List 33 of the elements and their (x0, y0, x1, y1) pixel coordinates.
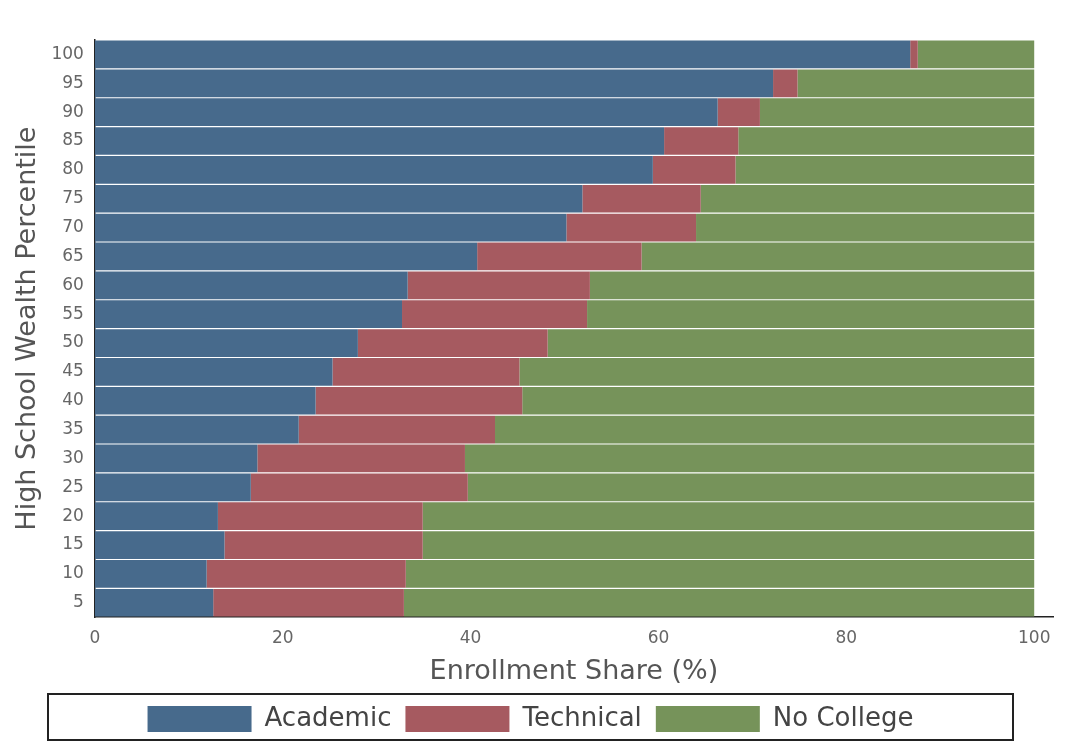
y-tick-label: 40 (62, 389, 84, 410)
y-tick-label: 30 (62, 446, 84, 467)
x-tick-label: 100 (1017, 626, 1051, 647)
y-tick-label: 90 (62, 100, 84, 121)
y-tick-label: 25 (62, 475, 84, 496)
y-tick-label: 80 (62, 158, 84, 179)
y-tick-label: 65 (62, 244, 84, 265)
x-tick-label: 40 (459, 626, 482, 647)
bar (773, 69, 798, 98)
y-tick-label: 70 (62, 216, 84, 237)
x-tick-label: 80 (835, 626, 858, 647)
y-tick-label: 95 (62, 71, 84, 92)
x-tick-label: 20 (271, 626, 294, 647)
y-tick-label: 10 (62, 562, 84, 583)
y-tick-label: 35 (62, 418, 84, 439)
legend-label: Technical (521, 701, 642, 732)
y-tick-label: 55 (62, 302, 84, 323)
legend-label: Academic (264, 701, 392, 732)
x-axis-title: Enrollment Share (%) (429, 653, 719, 685)
y-tick-label: 60 (62, 273, 84, 294)
y-tick-label: 5 (73, 591, 84, 612)
y-tick-label: 20 (62, 504, 84, 525)
y-axis-title: High School Wealth Percentile (10, 126, 42, 531)
y-tick-label: 75 (62, 187, 84, 208)
y-tick-label: 50 (62, 331, 84, 352)
x-tick-label: 60 (647, 626, 670, 647)
y-tick-label: 85 (62, 129, 84, 150)
bar (910, 40, 918, 69)
x-tick-label: 0 (89, 626, 101, 647)
y-tick-label: 45 (62, 360, 84, 381)
legend-label: No College (772, 701, 914, 732)
y-tick-label: 100 (51, 42, 84, 63)
y-tick-label: 15 (62, 533, 84, 554)
